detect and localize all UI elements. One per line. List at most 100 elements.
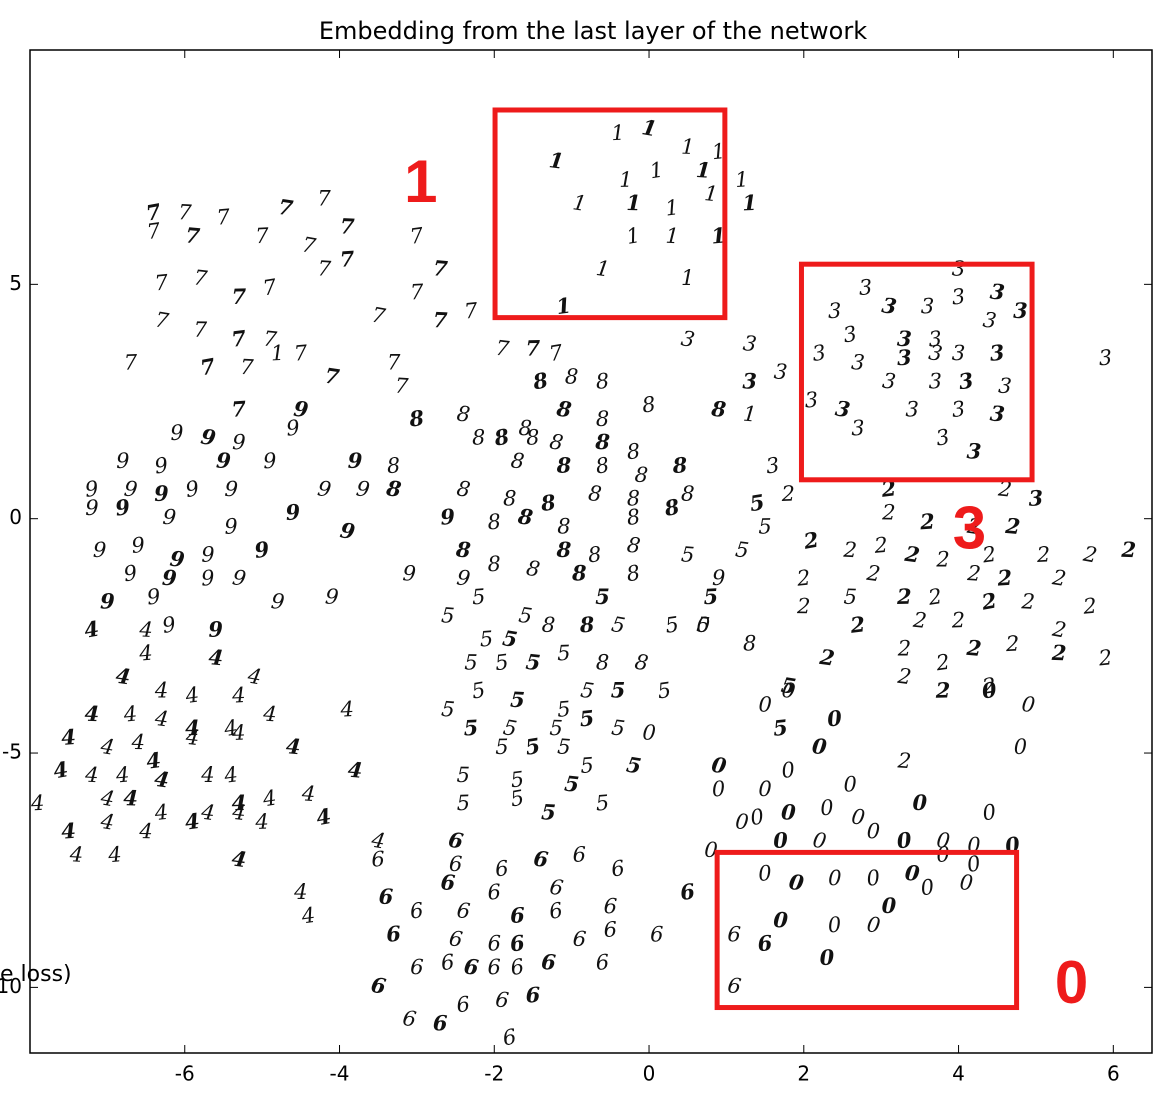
digit-glyph: 4	[154, 679, 168, 703]
x-tick-label: -4	[330, 1062, 350, 1086]
digit-glyph: 5	[440, 603, 455, 628]
digit-glyph: 2	[935, 547, 949, 571]
digit-glyph: 7	[178, 200, 193, 225]
digit-glyph: 2	[1004, 513, 1022, 539]
digit-glyph: 3	[858, 275, 873, 300]
digit-glyph: 0	[811, 733, 829, 759]
digit-glyph: 3	[804, 388, 819, 413]
chart: Embedding from the last layer of the net…	[0, 0, 1169, 1097]
digit-glyph: 4	[184, 725, 201, 750]
digit-glyph: 7	[239, 355, 254, 380]
digit-glyph: 4	[84, 701, 99, 726]
highlight-label: 0	[1055, 949, 1088, 1016]
digit-glyph: 3	[1098, 345, 1113, 370]
digit-glyph: 6	[378, 884, 393, 909]
y-tick-label: 0	[9, 505, 22, 529]
digit-glyph: 9	[93, 538, 107, 562]
digit-glyph: 3	[851, 416, 865, 440]
digit-glyph: 4	[114, 762, 130, 787]
digit-glyph: 3	[1013, 298, 1028, 323]
digit-glyph: 8	[625, 439, 641, 464]
digit-glyph: 6	[595, 950, 610, 975]
digit-glyph: 4	[231, 721, 246, 745]
x-tick-label: -2	[484, 1062, 504, 1086]
digit-glyph: 8	[472, 425, 486, 449]
digit-glyph: 9	[200, 566, 215, 591]
digit-glyph: 8	[587, 481, 603, 506]
digit-glyph: 4	[130, 730, 145, 754]
digit-glyph: 7	[525, 335, 540, 360]
digit-glyph: 2	[1050, 640, 1066, 666]
digit-glyph: 5	[479, 627, 494, 652]
digit-glyph: 6	[371, 847, 386, 872]
digit-glyph: 5	[471, 584, 486, 609]
digit-glyph: 4	[183, 808, 201, 835]
digit-glyph: 4	[347, 757, 364, 783]
digit-glyph: 9	[116, 449, 130, 473]
digit-glyph: 2	[1035, 542, 1051, 567]
overlay-text: e loss)	[0, 962, 72, 987]
digit-glyph: 7	[410, 280, 425, 305]
digit-glyph: 1	[742, 190, 757, 215]
digit-glyph: 4	[339, 697, 355, 722]
digit-glyph: 3	[850, 350, 865, 375]
digit-glyph: 8	[709, 396, 727, 422]
digit-glyph: 1	[681, 135, 695, 159]
digit-glyph: 6	[603, 917, 618, 942]
digit-glyph: 3	[988, 339, 1005, 365]
y-tick-label: 5	[9, 271, 22, 295]
digit-glyph: 2	[848, 611, 867, 638]
digit-glyph: 5	[495, 735, 509, 759]
digit-glyph: 4	[199, 800, 216, 826]
digit-glyph: 8	[557, 515, 570, 539]
digit-glyph: 6	[494, 987, 510, 1012]
digit-glyph: 0	[904, 860, 922, 886]
digit-glyph: 2	[1120, 537, 1136, 563]
digit-glyph: 4	[200, 763, 214, 787]
digit-glyph: 2	[895, 664, 912, 690]
digit-glyph: 5	[464, 650, 478, 674]
digit-glyph: 4	[153, 706, 170, 732]
digit-glyph: 2	[935, 677, 951, 702]
digit-glyph: 4	[254, 810, 269, 834]
digit-glyph: 3	[966, 438, 982, 464]
digit-glyph: 8	[454, 536, 472, 562]
digit-glyph: 2	[918, 508, 935, 534]
digit-glyph: 8	[634, 463, 649, 488]
digit-glyph: 6	[488, 932, 501, 956]
digit-glyph: 5	[578, 705, 595, 731]
digit-glyph: 5	[758, 514, 772, 538]
digit-glyph: 4	[123, 785, 138, 810]
x-tick-label: 0	[643, 1062, 656, 1086]
digit-glyph: 4	[300, 781, 316, 806]
digit-glyph: 9	[162, 505, 177, 530]
digit-glyph: 5	[510, 687, 526, 713]
digit-glyph: 5	[541, 799, 557, 825]
digit-glyph: 2	[1020, 589, 1036, 614]
digit-glyph: 3	[896, 344, 912, 370]
digit-glyph: 0	[758, 777, 772, 801]
digit-glyph: 2	[996, 565, 1013, 591]
digit-glyph: 8	[555, 537, 572, 563]
digit-glyph: 7	[339, 246, 356, 272]
digit-glyph: 0	[758, 692, 772, 716]
digit-glyph: 4	[152, 800, 169, 825]
digit-glyph: 3	[952, 341, 966, 365]
digit-glyph: 6	[510, 902, 526, 928]
digit-glyph: 6	[440, 869, 457, 895]
digit-glyph: 6	[650, 922, 663, 946]
digit-glyph: 2	[896, 748, 912, 773]
digit-glyph: 9	[161, 565, 178, 591]
digit-glyph: 8	[571, 560, 587, 585]
digit-glyph: 4	[68, 842, 84, 867]
digit-glyph: 5	[595, 584, 610, 609]
digit-glyph: 8	[594, 429, 611, 455]
digit-glyph: 9	[201, 543, 215, 567]
digit-glyph: 5	[580, 753, 595, 778]
digit-glyph: 3	[989, 400, 1006, 426]
digit-glyph: 0	[843, 772, 857, 796]
digit-glyph: 2	[950, 608, 965, 632]
digit-glyph: 5	[563, 771, 580, 797]
digit-glyph: 2	[1097, 645, 1114, 670]
highlight-label: 3	[953, 495, 986, 562]
